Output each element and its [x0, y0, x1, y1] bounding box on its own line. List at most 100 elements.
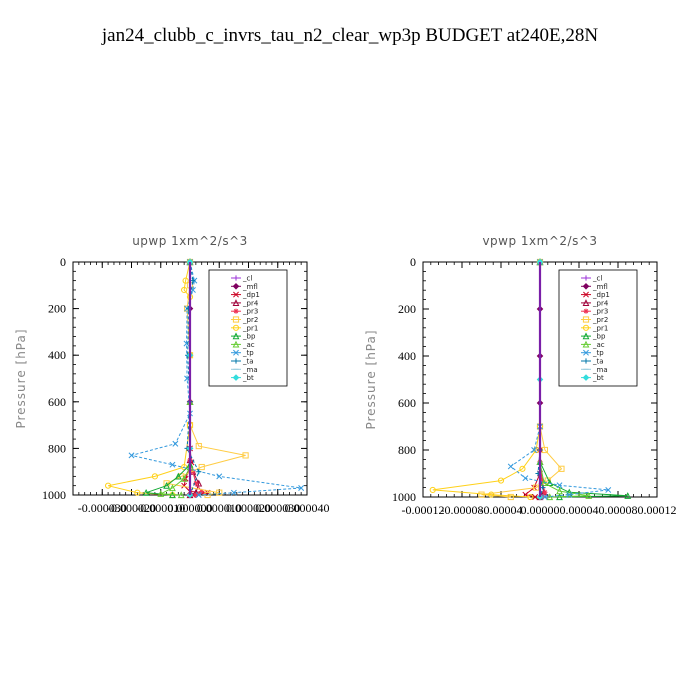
y-tick-label: 400: [48, 348, 66, 362]
data-point: [497, 477, 505, 484]
x-tick-label: 0.00004: [560, 503, 599, 517]
legend-marker: [582, 340, 590, 348]
data-point: [533, 484, 540, 491]
panel-title: vpwp 1xm^2/s^3: [482, 234, 597, 248]
panel-title: upwp 1xm^2/s^3: [132, 234, 248, 248]
data-point: [105, 482, 112, 489]
data-point: [541, 494, 548, 500]
legend-label: _ta: [242, 358, 254, 366]
data-point: [230, 489, 237, 496]
legend-entry: _pr2: [231, 316, 258, 324]
legend-label: _cl: [242, 275, 252, 283]
legend-entry: _pr3: [581, 308, 608, 316]
legend-marker: [233, 308, 239, 314]
data-point: [199, 488, 205, 495]
legend-label: _bt: [592, 374, 604, 382]
legend-label: _bp: [592, 333, 606, 341]
legend-entry: _ac: [581, 340, 605, 349]
series-pr2: [478, 258, 565, 501]
data-point: [163, 481, 171, 489]
legend-entry: _cl: [581, 275, 602, 283]
legend-label: _pr3: [242, 308, 258, 316]
data-point: [522, 475, 529, 482]
x-tick-label: 0.000030: [255, 501, 300, 515]
legend-entry: _pr3: [231, 308, 258, 316]
legend-label: _pr4: [592, 299, 609, 307]
legend-marker: [583, 275, 589, 281]
legend-marker: [582, 316, 590, 323]
y-tick-label: 200: [48, 302, 66, 316]
y-tick-label: 1000: [42, 488, 66, 502]
legend-entry: _mfl: [231, 283, 258, 291]
legend-marker: [583, 308, 589, 314]
figure-title: jan24_clubb_c_invrs_tau_n2_clear_wp3p BU…: [101, 25, 598, 46]
legend-entry: _tp: [581, 349, 604, 357]
data-point: [181, 463, 188, 471]
legend-marker: [583, 291, 589, 298]
legend-label: _bt: [242, 374, 254, 382]
legend-entry: _pr1: [231, 324, 258, 332]
legend-marker: [233, 349, 239, 356]
data-point: [216, 473, 223, 480]
data-point: [198, 463, 205, 471]
series-tp: [128, 259, 305, 498]
legend-label: _ta: [592, 358, 604, 366]
data-point: [527, 493, 534, 501]
legend-marker: [582, 332, 590, 340]
data-point: [195, 492, 202, 498]
data-point: [507, 493, 514, 501]
data-point: [242, 452, 249, 459]
series-line: [145, 262, 191, 496]
legend-marker: [583, 358, 589, 364]
series-pr1: [105, 258, 194, 499]
legend-marker: [582, 282, 590, 290]
legend-box: [558, 269, 638, 387]
legend-entry: _pr2: [581, 316, 608, 324]
series-pr1: [429, 258, 544, 501]
legend-label: _ac: [592, 341, 605, 349]
legend-entry: _dp1: [231, 291, 260, 299]
data-point: [195, 442, 202, 450]
legend-marker: [582, 324, 590, 331]
x-tick-label: 0.00008: [599, 503, 638, 517]
legend-box: [208, 269, 288, 387]
legend-label: _ma: [242, 366, 258, 374]
legend-label: _cl: [592, 275, 602, 283]
data-point: [190, 278, 196, 284]
legend-label: _ac: [242, 341, 255, 349]
series-line: [158, 262, 191, 496]
x-tick-label: 0.000010: [197, 501, 242, 515]
y-axis-label: Pressure [hPa]: [14, 328, 28, 428]
legend-entry: _ta: [581, 358, 604, 366]
legend-marker: [233, 275, 239, 281]
x-tick-label: 0.000040: [285, 501, 330, 515]
data-point: [605, 486, 612, 493]
legend-label: _bp: [242, 333, 256, 341]
data-point: [507, 463, 514, 470]
series-dp1: [181, 259, 211, 498]
x-tick-label: -0.00008: [441, 503, 484, 517]
legend-entry: _ma: [231, 366, 258, 374]
legend-label: _tp: [592, 349, 604, 357]
legend-label: _dp1: [592, 291, 610, 299]
data-point: [298, 485, 305, 491]
data-point: [196, 469, 202, 475]
x-tick-label: -0.000020: [107, 501, 156, 515]
data-point: [556, 482, 563, 489]
data-point: [429, 486, 436, 494]
x-tick-label: 0.00000: [521, 503, 560, 517]
legend-entry: _ma: [581, 366, 608, 374]
legend-marker: [232, 299, 240, 306]
data-point: [142, 488, 150, 496]
y-tick-label: 400: [398, 349, 416, 363]
x-tick-label: 0.000000: [168, 501, 213, 515]
x-tick-label: -0.00012: [402, 503, 445, 517]
data-point: [181, 482, 188, 489]
data-point: [539, 477, 545, 484]
data-point: [488, 491, 495, 498]
data-point: [532, 494, 539, 500]
data-point: [128, 452, 135, 459]
data-point: [134, 489, 141, 496]
legend-label: _ma: [592, 366, 608, 374]
